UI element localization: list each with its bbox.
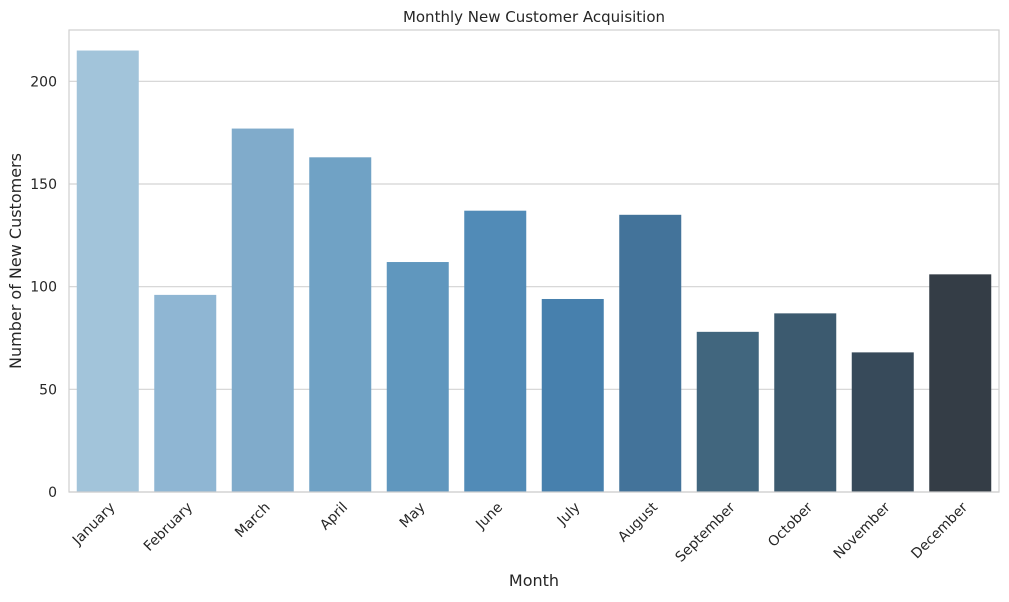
plot-frame: [68, 29, 1000, 493]
x-axis-label: Month: [509, 571, 559, 590]
bar-december: [929, 274, 992, 492]
chart-title: Monthly New Customer Acquisition: [403, 8, 665, 26]
bar-january: [76, 50, 139, 493]
bar-october: [774, 313, 837, 492]
bar-august: [619, 214, 682, 493]
y-tick-label: 100: [30, 280, 57, 296]
y-tick-label: 50: [39, 382, 57, 398]
bar-september: [696, 331, 759, 492]
x-tick-label: July: [554, 500, 584, 530]
x-tick-label: December: [908, 499, 971, 562]
bar-july: [541, 298, 604, 492]
bar-february: [154, 294, 217, 492]
x-tick-label: February: [141, 500, 196, 555]
x-tick-label: August: [615, 499, 661, 545]
bar-june: [464, 210, 527, 492]
x-tick-label: May: [397, 500, 429, 532]
y-tick-label: 150: [30, 177, 57, 193]
bar-november: [851, 352, 914, 492]
x-tick-label: October: [765, 499, 816, 550]
x-tick-label: June: [472, 500, 506, 534]
bars: [76, 50, 992, 493]
x-tick-label: November: [831, 499, 894, 562]
x-tick-label: January: [69, 500, 119, 550]
y-axis-label: Number of New Customers: [6, 153, 25, 369]
y-tick-label: 200: [30, 74, 57, 90]
bar-april: [309, 157, 372, 492]
x-tick-label: March: [232, 500, 273, 541]
bar-may: [386, 262, 449, 492]
x-tick-label: April: [317, 500, 351, 534]
x-tick-labels: January February March April May June July Augu…: [69, 499, 971, 565]
bar-march: [231, 128, 294, 492]
y-tick-label: 0: [48, 485, 57, 501]
y-tick-labels: 0 50 100 150 200: [30, 74, 57, 501]
x-tick-label: September: [673, 499, 739, 565]
